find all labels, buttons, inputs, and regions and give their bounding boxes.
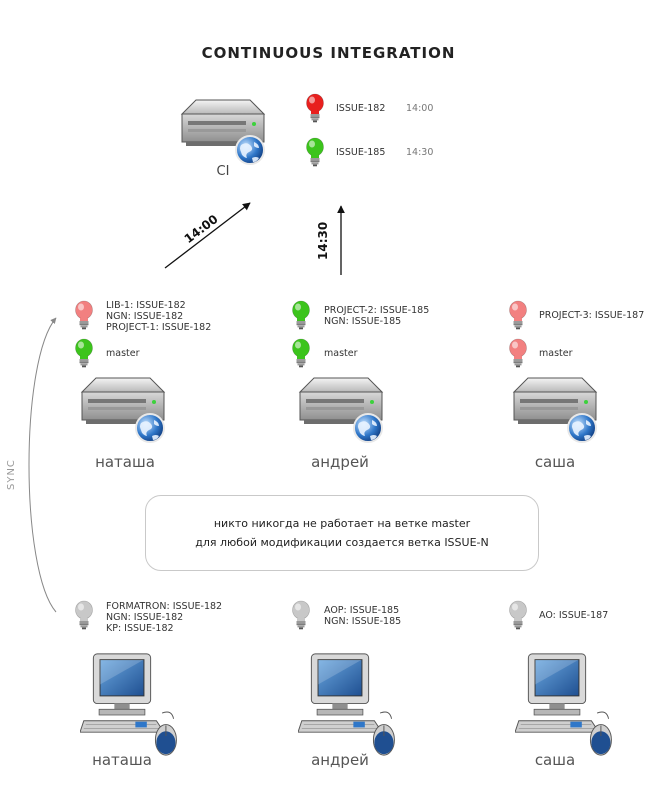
sync-arrow [28,317,57,613]
bulb-icon [509,338,527,368]
workstation-icon [515,652,620,757]
rule-note: никто никогда не работает на ветке maste… [145,495,539,571]
server-master-label: master [539,348,573,359]
bulb-icon [292,338,310,368]
rule-note-line: никто никогда не работает на ветке maste… [213,517,471,530]
sync-label: SYNC [6,459,17,490]
rule-note-line: для любой модификации создается ветка IS… [195,536,489,549]
workstation-icon [80,652,185,757]
ci-label: CI [216,164,230,179]
server-icon [510,376,600,446]
server-master-label: master [106,348,140,359]
bulb-icon [75,338,93,368]
workstation-icon [298,652,403,757]
server-name: наташа [95,453,155,471]
server-icon [296,376,386,446]
push-arrow-left [164,202,251,269]
server-branch-lines: PROJECT-2: ISSUE-185 NGN: ISSUE-185 [324,305,430,327]
bulb-icon [509,300,527,330]
server-branch-lines: PROJECT-3: ISSUE-187 [539,310,645,321]
server-name: саша [534,453,576,471]
workstation-name: наташа [92,751,152,769]
ci-build-issue: ISSUE-182 [336,103,386,114]
server-name: андрей [311,453,369,471]
workstation-lines: AOP: ISSUE-185 NGN: ISSUE-185 [324,605,402,627]
ci-build-time: 14:00 [406,103,434,114]
server-master-label: master [324,348,358,359]
server-branch-lines: LIB-1: ISSUE-182 NGN: ISSUE-182 PROJECT-1:… [106,300,212,333]
bulb-icon [75,600,93,630]
workstation-name: саша [534,751,576,769]
ci-build-time: 14:30 [406,147,434,158]
bulb-icon [509,600,527,630]
workstation-name: андрей [311,751,369,769]
bulb-icon [292,600,310,630]
bulb-icon [306,93,324,123]
ci-build-issue: ISSUE-185 [336,147,386,158]
workstation-lines: AO: ISSUE-187 [539,610,609,621]
server-icon [78,376,168,446]
push-time-right: 14:30 [316,221,330,260]
bulb-icon [75,300,93,330]
bulb-icon [292,300,310,330]
diagram-title: CONTINUOUS INTEGRATION [201,44,456,62]
bulb-icon [306,137,324,167]
workstation-lines: FORMATRON: ISSUE-182 NGN: ISSUE-182 KP: IS… [106,601,223,634]
